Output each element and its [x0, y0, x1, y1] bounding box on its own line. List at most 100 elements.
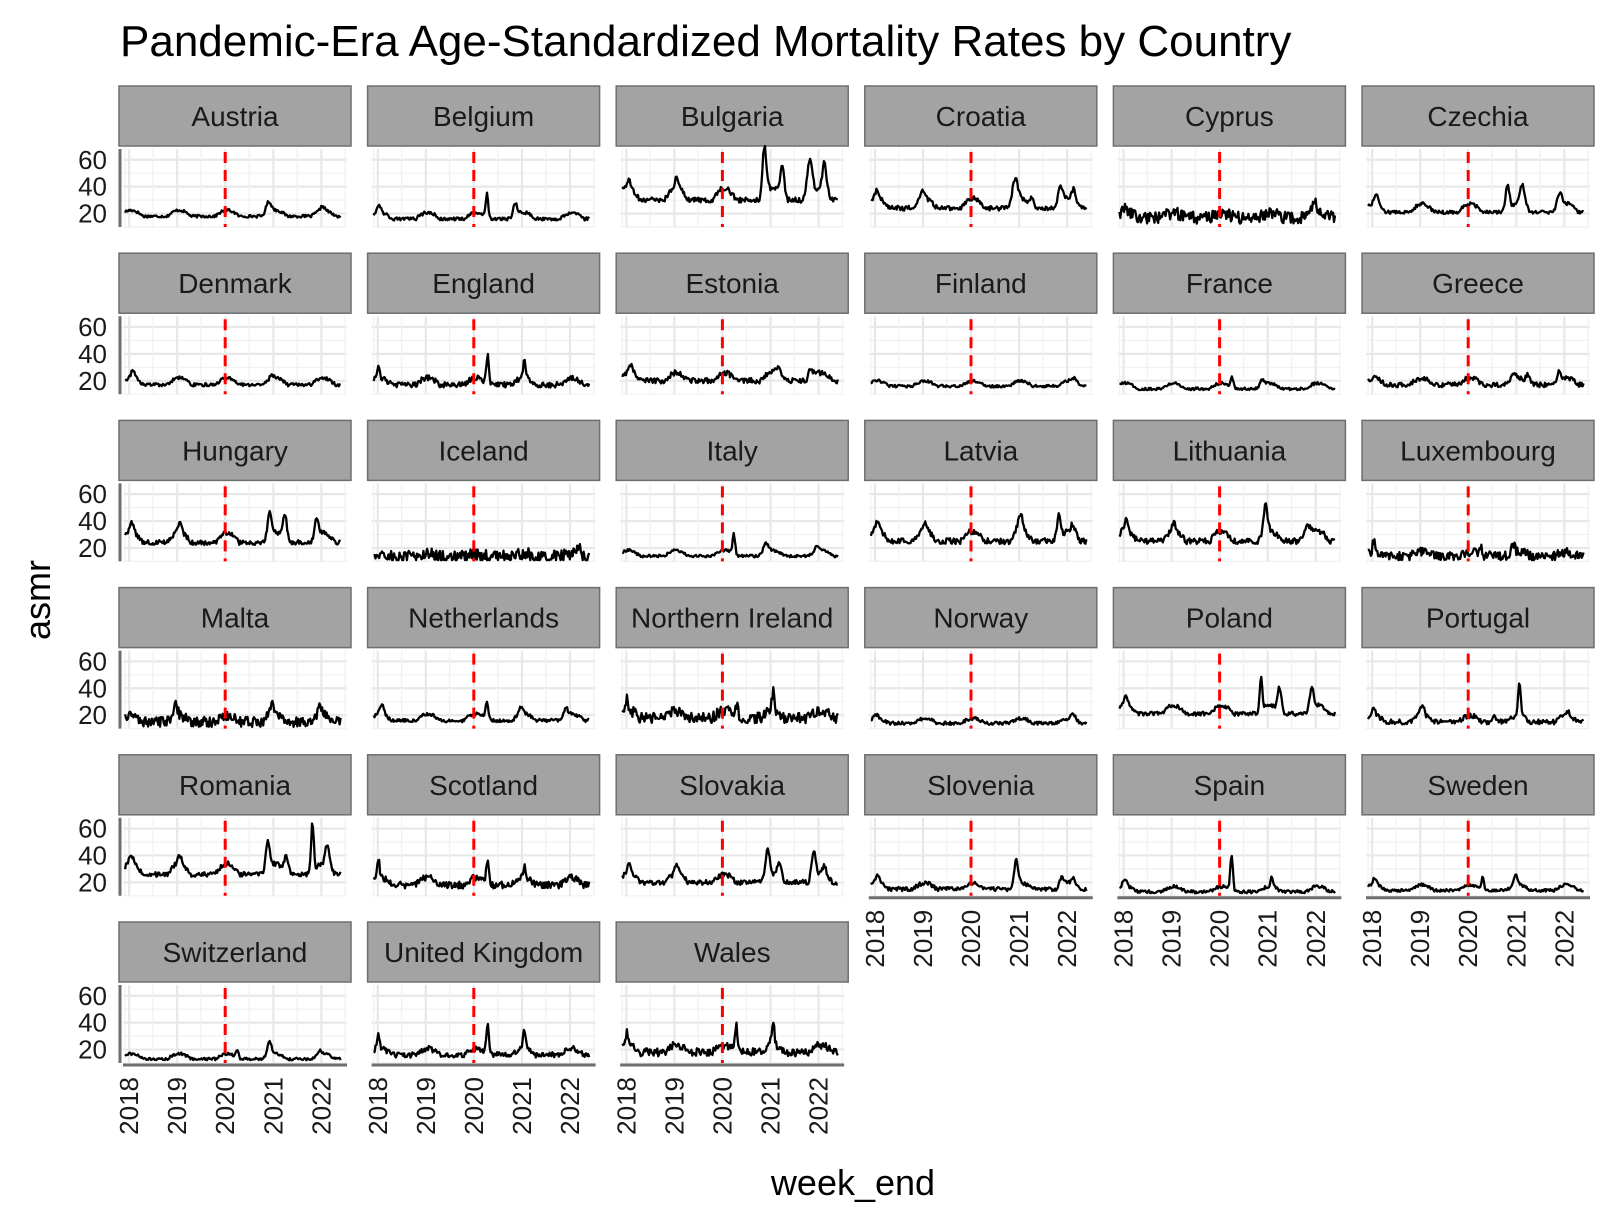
- facet-strip-label: Slovakia: [679, 770, 785, 801]
- x-tick-label: 2020: [956, 910, 986, 968]
- facet-strip: [118, 921, 352, 983]
- facet-strip: [366, 586, 601, 649]
- facet-strip-label: Czechia: [1427, 101, 1529, 132]
- facet-strip: [118, 252, 352, 314]
- facet-strip: [864, 419, 1098, 482]
- facet-strip-label: Norway: [933, 603, 1028, 634]
- facet-cyprus: Cyprus: [1112, 85, 1347, 228]
- series-line-asmr: [621, 531, 839, 559]
- series-line-asmr: [124, 509, 342, 547]
- facet-strip: [366, 419, 601, 482]
- x-tick-label: 2020: [707, 1077, 737, 1135]
- x-tick-label: 2021: [258, 1077, 288, 1135]
- facet-netherlands: Netherlands: [366, 586, 601, 730]
- facet-united-kingdom: United Kingdom 2018 2019 2020 2021 2022: [363, 921, 601, 1135]
- series-line-asmr: [870, 712, 1088, 726]
- facet-luxembourg: Luxembourg: [1361, 419, 1595, 563]
- y-tick-label: 20: [78, 366, 107, 396]
- x-tick-label: 2018: [860, 910, 890, 968]
- facet-strip-label: England: [432, 268, 535, 299]
- facet-strip: [615, 586, 849, 649]
- facet-strip: [1361, 252, 1595, 314]
- facet-italy: Italy: [615, 419, 849, 563]
- facet-bulgaria: Bulgaria: [615, 85, 849, 228]
- series-line-asmr: [1118, 197, 1337, 225]
- y-tick-label: 40: [78, 172, 107, 202]
- facet-strip: [1112, 754, 1347, 816]
- facet-strip-label: Iceland: [438, 435, 528, 466]
- facet-scotland: Scotland: [366, 754, 601, 897]
- facet-iceland: Iceland: [366, 419, 601, 563]
- y-tick-label: 40: [78, 506, 107, 536]
- series-line-asmr: [1367, 182, 1585, 216]
- y-tick-label: 60: [78, 145, 107, 175]
- facet-strip-label: Croatia: [936, 101, 1027, 132]
- facet-strip: [1361, 419, 1595, 482]
- x-tick-label: 2018: [114, 1077, 144, 1135]
- series-line-asmr: [869, 512, 1088, 546]
- series-line-asmr: [124, 1039, 342, 1062]
- series-line-asmr: [124, 200, 342, 219]
- series-line-asmr: [1119, 854, 1336, 895]
- y-tick-label: 60: [78, 646, 107, 676]
- facet-strip: [1361, 586, 1595, 649]
- x-tick-label: 2021: [1501, 910, 1531, 968]
- chart-title: Pandemic-Era Age-Standardized Mortality …: [120, 17, 1291, 66]
- x-tick-label: 2019: [162, 1077, 192, 1135]
- facet-northern-ireland: Northern Ireland: [615, 586, 849, 730]
- facet-strip-label: Wales: [694, 937, 771, 968]
- x-tick-label: 2018: [1109, 910, 1139, 968]
- facet-czechia: Czechia: [1361, 85, 1595, 228]
- facet-strip: [1361, 85, 1595, 147]
- series-line-asmr: [1118, 502, 1336, 546]
- x-tick-label: 2018: [1357, 910, 1387, 968]
- facet-strip: [615, 754, 849, 816]
- facet-strip: [1112, 586, 1347, 649]
- x-tick-label: 2021: [507, 1077, 537, 1135]
- x-tick-label: 2018: [611, 1077, 641, 1135]
- y-tick-label: 20: [78, 533, 107, 563]
- series-line-asmr: [372, 191, 591, 222]
- y-tick-label: 40: [78, 840, 107, 870]
- facet-strip: [1112, 252, 1347, 314]
- facet-strip-label: Cyprus: [1185, 101, 1274, 132]
- x-tick-label: 2019: [659, 1077, 689, 1135]
- facet-strip-label: Latvia: [943, 435, 1018, 466]
- facet-strip-label: Finland: [935, 268, 1027, 299]
- series-line-asmr: [1118, 675, 1337, 717]
- facet-strip: [615, 85, 849, 147]
- series-line-asmr: [1367, 682, 1585, 726]
- facet-strip-label: Netherlands: [408, 603, 559, 634]
- x-tick-label: 2022: [555, 1077, 585, 1135]
- series-line-asmr: [870, 857, 1088, 893]
- series-line-asmr: [372, 352, 591, 389]
- series-line-asmr: [621, 144, 839, 204]
- series-line-asmr: [1367, 873, 1585, 893]
- y-tick-label: 20: [78, 867, 107, 897]
- series-line-asmr: [123, 699, 342, 729]
- series-line-asmr: [621, 685, 839, 725]
- facet-strip-label: Greece: [1432, 268, 1524, 299]
- series-line-asmr: [372, 700, 590, 724]
- facet-england: England: [366, 252, 601, 395]
- facet-greece: Greece: [1361, 252, 1595, 395]
- x-tick-label: 2020: [459, 1077, 489, 1135]
- series-line-asmr: [621, 362, 839, 385]
- x-tick-label: 2019: [1157, 910, 1187, 968]
- x-tick-label: 2020: [210, 1077, 240, 1135]
- x-tick-label: 2020: [1205, 910, 1235, 968]
- x-axis-title: week_end: [770, 1162, 935, 1203]
- facet-finland: Finland: [864, 252, 1098, 395]
- facet-strip-label: Hungary: [182, 435, 288, 466]
- x-tick-label: 2022: [1301, 910, 1331, 968]
- facet-strip-label: Luxembourg: [1400, 435, 1556, 466]
- facet-croatia: Croatia: [864, 85, 1098, 228]
- facet-strip-label: United Kingdom: [384, 937, 583, 968]
- y-tick-label: 40: [78, 1008, 107, 1038]
- y-tick-label: 60: [78, 814, 107, 844]
- y-tick-label: 20: [78, 700, 107, 730]
